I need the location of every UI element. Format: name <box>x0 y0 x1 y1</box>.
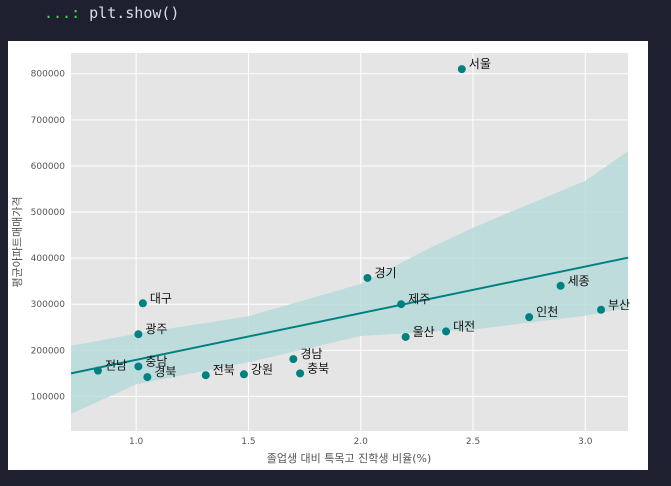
data-point-인천 <box>525 313 534 322</box>
y-tick-label: 600000 <box>31 162 66 172</box>
data-point-대전 <box>442 327 451 336</box>
point-label-전북: 전북 <box>213 363 235 377</box>
data-point-울산 <box>401 332 410 341</box>
x-tick-label: 1.0 <box>129 437 144 447</box>
regression-line-group <box>70 256 629 375</box>
console-prompt: ...: <box>44 4 81 22</box>
point-label-광주: 광주 <box>145 322 167 336</box>
y-tick-label: 300000 <box>31 300 66 310</box>
data-point-전남 <box>93 366 102 375</box>
point-label-충북: 충북 <box>307 361 329 375</box>
point-label-세종: 세종 <box>568 274 590 288</box>
data-point-경북 <box>143 373 152 382</box>
point-label-경북: 경북 <box>154 365 176 379</box>
data-point-강원 <box>239 370 248 379</box>
point-label-부산: 부산 <box>608 298 630 312</box>
data-point-경남 <box>289 355 298 364</box>
data-point-제주 <box>397 300 406 309</box>
point-label-인천: 인천 <box>536 304 558 319</box>
console-line: ...: plt.show() <box>44 2 179 24</box>
x-tick-label: 3.0 <box>578 437 593 447</box>
y-axis-label: 평균아파트매매가격 <box>11 196 24 287</box>
data-points <box>93 65 606 382</box>
point-label-강원: 강원 <box>251 362 273 376</box>
point-label-경남: 경남 <box>300 347 322 361</box>
y-tick-label: 500000 <box>31 208 66 218</box>
x-tick-label: 2.0 <box>354 437 369 447</box>
data-point-경기 <box>363 273 372 282</box>
data-point-광주 <box>134 330 143 339</box>
console-code: plt.show() <box>89 4 180 22</box>
x-tick-label: 2.5 <box>466 437 480 447</box>
point-label-경기: 경기 <box>374 266 396 280</box>
data-point-대구 <box>138 299 147 308</box>
x-tick-labels: 1.0 1.5 2.0 2.5 3.0 <box>129 437 593 447</box>
data-point-충남 <box>134 362 143 371</box>
data-point-충북 <box>296 369 305 378</box>
y-tick-label: 200000 <box>31 346 66 356</box>
regression-line <box>70 256 629 375</box>
point-label-대전: 대전 <box>453 319 475 333</box>
x-axis-label: 졸업생 대비 특목고 진학생 비율(%) <box>267 452 432 465</box>
point-label-충남: 충남 <box>145 354 167 368</box>
point-label-제주: 제주 <box>408 292 430 306</box>
data-point-서울 <box>457 65 466 74</box>
data-point-전북 <box>201 371 210 380</box>
y-tick-label: 100000 <box>31 392 66 402</box>
x-tick-label: 1.5 <box>241 437 255 447</box>
point-label-전남: 전남 <box>105 359 127 373</box>
y-tick-label: 800000 <box>31 70 66 80</box>
y-tick-label: 400000 <box>31 254 66 264</box>
y-tick-label: 700000 <box>31 116 66 126</box>
confidence-band <box>71 151 628 414</box>
y-tick-labels: 100000 200000 300000 400000 500000 600000 7000… <box>31 70 66 403</box>
data-point-세종 <box>556 281 565 290</box>
confidence-band-area <box>71 151 628 414</box>
point-label-울산: 울산 <box>413 325 435 339</box>
data-point-부산 <box>597 305 606 314</box>
plot-figure: 서울 세종 부산 인천 경기 제주 대전 울산 대구 광주 충남 전남 경북 전북 강원 경남 충북 1.0 1.… <box>8 41 648 470</box>
point-label-서울: 서울 <box>469 57 491 71</box>
point-label-대구: 대구 <box>150 291 172 305</box>
